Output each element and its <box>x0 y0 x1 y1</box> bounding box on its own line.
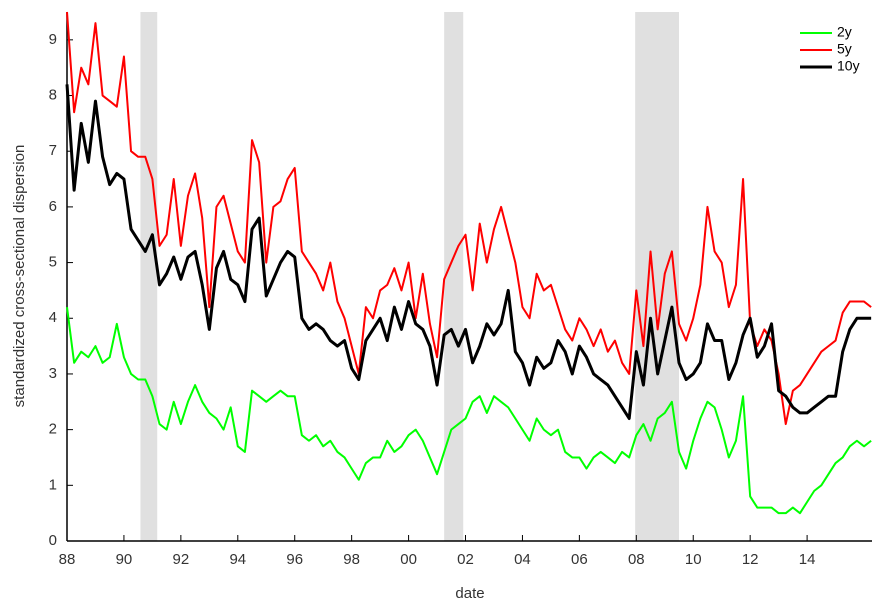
x-tick-label: 14 <box>799 551 816 568</box>
shaded-period <box>140 12 158 541</box>
x-tick-label: 92 <box>173 551 190 568</box>
y-tick-label: 3 <box>49 365 57 382</box>
y-tick-label: 0 <box>49 532 57 549</box>
x-tick-label: 04 <box>514 551 531 568</box>
legend-label: 10y <box>837 58 860 74</box>
y-tick-label: 5 <box>49 254 57 271</box>
x-tick-label: 12 <box>742 551 759 568</box>
shaded-period <box>444 12 464 541</box>
x-tick-label: 02 <box>457 551 474 568</box>
shaded-period <box>635 12 680 541</box>
x-tick-label: 94 <box>229 551 246 568</box>
x-axis-label: date <box>455 585 484 602</box>
x-tick-label: 98 <box>343 551 360 568</box>
series-line <box>65 84 872 420</box>
y-tick-label: 9 <box>49 31 57 48</box>
legend-label: 2y <box>837 24 852 40</box>
y-axis-label: standardized cross-sectional dispersion <box>11 145 28 408</box>
legend-label: 5y <box>837 41 852 57</box>
x-tick-label: 90 <box>116 551 133 568</box>
y-tick-label: 7 <box>49 142 57 159</box>
series-line <box>66 306 872 515</box>
y-tick-label: 2 <box>49 421 57 438</box>
series-line <box>66 11 872 426</box>
y-tick-label: 1 <box>49 476 57 493</box>
y-tick-label: 4 <box>49 309 57 326</box>
x-tick-label: 96 <box>286 551 303 568</box>
y-tick-label: 8 <box>49 86 57 103</box>
x-tick-label: 10 <box>685 551 702 568</box>
x-tick-label: 06 <box>571 551 588 568</box>
x-tick-label: 88 <box>59 551 76 568</box>
y-tick-label: 6 <box>49 198 57 215</box>
x-tick-label: 00 <box>400 551 417 568</box>
x-tick-label: 08 <box>628 551 645 568</box>
